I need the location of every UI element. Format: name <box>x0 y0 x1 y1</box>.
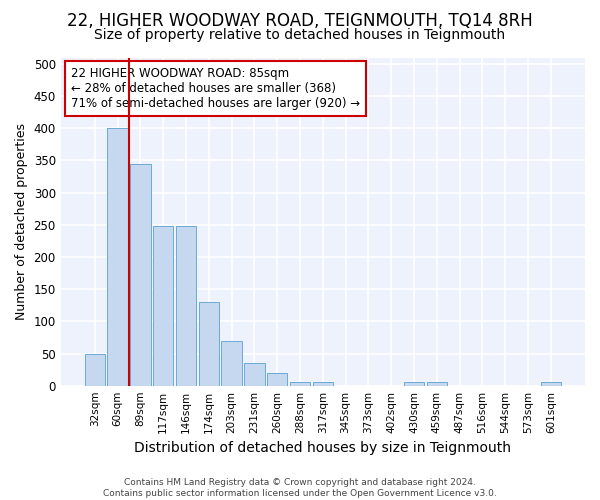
Y-axis label: Number of detached properties: Number of detached properties <box>15 123 28 320</box>
Bar <box>153 226 173 386</box>
Bar <box>107 128 128 386</box>
Bar <box>404 382 424 386</box>
X-axis label: Distribution of detached houses by size in Teignmouth: Distribution of detached houses by size … <box>134 441 511 455</box>
Bar <box>130 164 151 386</box>
Bar <box>313 382 333 386</box>
Text: 22, HIGHER WOODWAY ROAD, TEIGNMOUTH, TQ14 8RH: 22, HIGHER WOODWAY ROAD, TEIGNMOUTH, TQ1… <box>67 12 533 30</box>
Text: 22 HIGHER WOODWAY ROAD: 85sqm
← 28% of detached houses are smaller (368)
71% of : 22 HIGHER WOODWAY ROAD: 85sqm ← 28% of d… <box>71 68 360 110</box>
Bar <box>427 382 447 386</box>
Bar <box>541 382 561 386</box>
Bar <box>85 354 105 386</box>
Bar <box>267 373 287 386</box>
Text: Size of property relative to detached houses in Teignmouth: Size of property relative to detached ho… <box>94 28 506 42</box>
Bar <box>221 340 242 386</box>
Bar <box>244 363 265 386</box>
Bar <box>290 382 310 386</box>
Text: Contains HM Land Registry data © Crown copyright and database right 2024.
Contai: Contains HM Land Registry data © Crown c… <box>103 478 497 498</box>
Bar <box>176 226 196 386</box>
Bar <box>199 302 219 386</box>
